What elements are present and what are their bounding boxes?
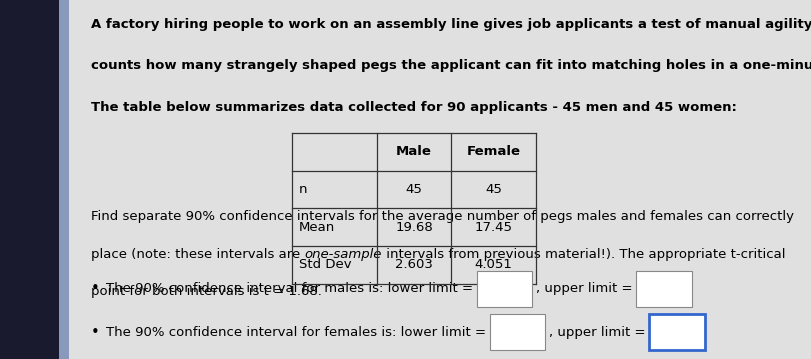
Text: counts how many strangely shaped pegs the applicant can fit into matching holes : counts how many strangely shaped pegs th…: [91, 59, 811, 72]
Text: , upper limit =: , upper limit =: [549, 326, 646, 339]
Text: , upper limit =: , upper limit =: [536, 283, 633, 295]
Text: A factory hiring people to work on an assembly line gives job applicants a test : A factory hiring people to work on an as…: [91, 18, 811, 31]
Bar: [477, 271, 532, 307]
Text: The 90% confidence interval for males is: lower limit =: The 90% confidence interval for males is…: [106, 283, 473, 295]
Text: , upper limit =: , upper limit =: [549, 326, 646, 339]
Text: 19.68: 19.68: [395, 220, 433, 234]
Text: Female: Female: [467, 145, 521, 158]
Text: 45: 45: [485, 183, 502, 196]
Bar: [637, 271, 692, 307]
Text: Std Dev: Std Dev: [299, 258, 352, 271]
Text: 45: 45: [406, 183, 423, 196]
Text: 1: 1: [655, 326, 663, 339]
Text: Find separate 90% confidence intervals for the average number of pegs males and : Find separate 90% confidence intervals f…: [91, 210, 794, 223]
Text: •: •: [91, 281, 100, 297]
Text: place (note: these intervals are: place (note: these intervals are: [91, 248, 305, 261]
Text: one-sample: one-sample: [305, 248, 382, 261]
Text: Mean: Mean: [299, 220, 335, 234]
Bar: [58, 0, 69, 359]
Text: , upper limit =: , upper limit =: [536, 283, 633, 295]
Text: n: n: [299, 183, 307, 196]
Text: Male: Male: [396, 145, 432, 158]
Text: 17.45: 17.45: [474, 220, 513, 234]
Text: 2.603: 2.603: [395, 258, 433, 271]
Bar: [650, 314, 705, 350]
Text: 4.051: 4.051: [474, 258, 513, 271]
Bar: [490, 314, 546, 350]
Text: The 90% confidence interval for females is: lower limit =: The 90% confidence interval for females …: [106, 326, 486, 339]
Text: •: •: [91, 325, 100, 340]
Text: point for both intervals is t = 1.68.: point for both intervals is t = 1.68.: [91, 285, 322, 298]
Text: The table below summarizes data collected for 90 applicants - 45 men and 45 wome: The table below summarizes data collecte…: [91, 101, 737, 113]
Text: The 90% confidence interval for males is: lower limit =: The 90% confidence interval for males is…: [106, 283, 473, 295]
Text: The 90% confidence interval for females is: lower limit =: The 90% confidence interval for females …: [106, 326, 486, 339]
Text: intervals from previous material!). The appropriate t-critical: intervals from previous material!). The …: [382, 248, 786, 261]
